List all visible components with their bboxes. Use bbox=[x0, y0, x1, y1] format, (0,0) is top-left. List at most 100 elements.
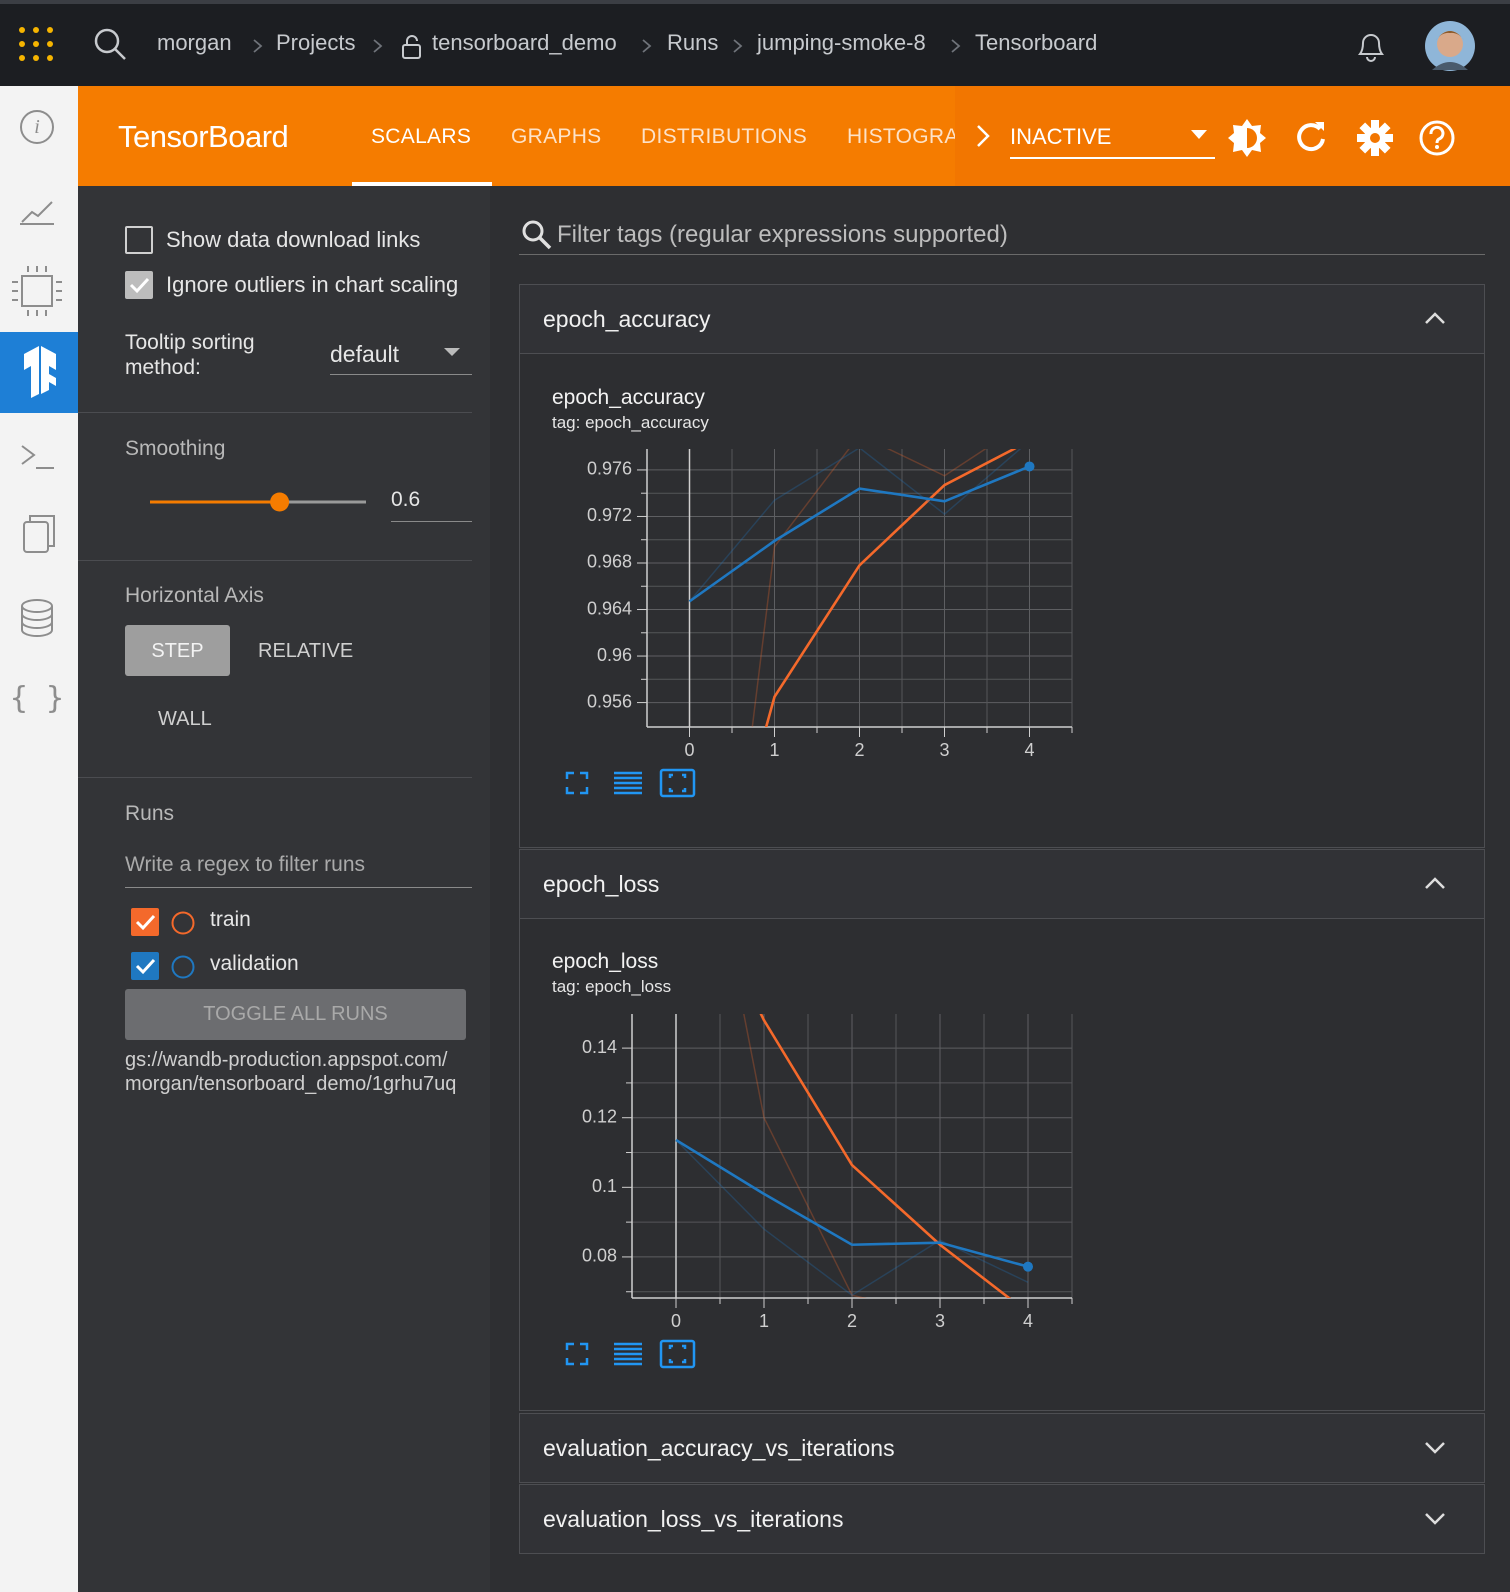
check-mark bbox=[135, 958, 156, 975]
expand-icon[interactable] bbox=[1422, 1508, 1448, 1528]
dropdown-arrow[interactable] bbox=[444, 348, 460, 358]
run-name: train bbox=[210, 908, 251, 931]
divider bbox=[78, 777, 472, 778]
checkbox[interactable] bbox=[125, 226, 153, 254]
card bbox=[519, 849, 1485, 1411]
y-tick-label: 0.956 bbox=[587, 691, 632, 711]
fullscreen-icon[interactable] bbox=[565, 1342, 589, 1366]
smoothed-line bbox=[764, 449, 1017, 727]
fullscreen-icon[interactable] bbox=[565, 771, 589, 795]
run-status[interactable]: INACTIVE bbox=[1010, 124, 1112, 149]
smoothing-slider[interactable] bbox=[140, 485, 380, 519]
breadcrumb-item[interactable]: morgan bbox=[157, 30, 232, 55]
fit-icon[interactable] bbox=[659, 768, 696, 798]
avatar[interactable] bbox=[1424, 20, 1476, 72]
run-checkbox[interactable] bbox=[131, 908, 159, 936]
rail-active[interactable] bbox=[0, 332, 78, 413]
help-icon[interactable] bbox=[1417, 118, 1457, 158]
breadcrumb-item[interactable]: Runs bbox=[667, 30, 719, 55]
top-bar bbox=[0, 0, 1510, 86]
rail-icons: i { } bbox=[10, 110, 64, 716]
toggle-button[interactable] bbox=[125, 989, 466, 1040]
run-color-circle bbox=[171, 955, 195, 979]
left-rail: i { } bbox=[0, 86, 78, 1592]
collapse-icon[interactable] bbox=[1422, 873, 1448, 893]
tab[interactable]: SCALARS bbox=[371, 125, 472, 148]
checkbox-checked[interactable] bbox=[125, 271, 153, 299]
section-title[interactable]: evaluation_accuracy_vs_iterations bbox=[543, 1435, 895, 1461]
card-header[interactable] bbox=[519, 849, 1485, 919]
axis-option[interactable]: WALL bbox=[158, 708, 212, 730]
x-tick-label: 3 bbox=[935, 1311, 945, 1331]
axis-button-active[interactable] bbox=[125, 625, 230, 676]
filter-icon bbox=[522, 220, 552, 250]
breadcrumb-separator bbox=[253, 39, 263, 53]
axis-option[interactable]: STEP bbox=[151, 640, 204, 662]
search-icon[interactable] bbox=[92, 26, 128, 62]
status-underline bbox=[1010, 157, 1215, 159]
plot-area bbox=[675, 1014, 1033, 1298]
x-tick-label: 0 bbox=[684, 740, 694, 760]
card-header[interactable] bbox=[519, 1413, 1485, 1483]
run-color bbox=[171, 955, 195, 979]
card bbox=[519, 284, 1485, 848]
smoothing-label: Smoothing bbox=[125, 437, 226, 460]
raw-line bbox=[743, 1014, 867, 1298]
chevron[interactable] bbox=[973, 122, 993, 150]
tab[interactable]: HISTOGRAMS bbox=[847, 125, 955, 148]
tooltip-label: Tooltip sorting method: bbox=[125, 331, 255, 379]
slider-thumb[interactable] bbox=[270, 492, 290, 512]
section-title[interactable]: epoch_accuracy bbox=[543, 306, 711, 332]
filter-underline bbox=[125, 887, 472, 888]
apps-icon[interactable] bbox=[16, 24, 60, 68]
dropdown-arrow[interactable] bbox=[1191, 130, 1207, 140]
y-tick-label: 0.976 bbox=[587, 459, 632, 479]
axis-label: Horizontal Axis bbox=[125, 584, 264, 607]
x-tick-label: 1 bbox=[759, 1311, 769, 1331]
expand-icon[interactable] bbox=[1422, 1437, 1448, 1457]
settings-icon[interactable] bbox=[1353, 116, 1397, 160]
check bbox=[129, 277, 150, 294]
tab-strip: SCALARS GRAPHS DISTRIBUTIONS HISTOGRAMS bbox=[78, 86, 955, 186]
raw-line bbox=[675, 1139, 1029, 1297]
card-header[interactable] bbox=[519, 1484, 1485, 1554]
reload-icon[interactable] bbox=[1291, 118, 1331, 158]
lines-icon[interactable] bbox=[614, 771, 642, 795]
last-point bbox=[1024, 461, 1035, 472]
header-right: INACTIVE bbox=[955, 86, 1510, 186]
breadcrumb-item[interactable]: Tensorboard bbox=[975, 30, 1098, 55]
select-underline bbox=[330, 374, 472, 375]
run-checkbox[interactable] bbox=[131, 952, 159, 980]
smoothed-line bbox=[759, 1014, 1012, 1298]
divider bbox=[78, 412, 472, 413]
section-title[interactable]: epoch_loss bbox=[543, 871, 660, 897]
theme-icon[interactable] bbox=[1225, 116, 1269, 160]
toggle-label[interactable]: TOGGLE ALL RUNS bbox=[203, 1003, 388, 1025]
filter-underline bbox=[519, 254, 1485, 255]
run-name: validation bbox=[210, 952, 299, 975]
section-title[interactable]: evaluation_loss_vs_iterations bbox=[543, 1506, 844, 1532]
breadcrumb-separator bbox=[373, 39, 383, 53]
breadcrumb-item[interactable]: tensorboard_demo bbox=[432, 30, 617, 55]
smoothing-value[interactable]: 0.6 bbox=[391, 488, 421, 511]
raw-line bbox=[751, 449, 987, 727]
filter-input[interactable]: Filter tags (regular expressions support… bbox=[557, 221, 1008, 248]
tab[interactable]: DISTRIBUTIONS bbox=[641, 125, 808, 148]
breadcrumb-item[interactable]: Projects bbox=[276, 30, 356, 55]
runs-filter[interactable]: Write a regex to filter runs bbox=[125, 853, 366, 876]
breadcrumb-item[interactable]: jumping-smoke-8 bbox=[757, 30, 926, 55]
lines-icon[interactable] bbox=[614, 1342, 642, 1366]
collapse-icon[interactable] bbox=[1422, 308, 1448, 328]
chart-subtitle: tag: epoch_accuracy bbox=[552, 413, 709, 432]
axis-option[interactable]: RELATIVE bbox=[258, 640, 354, 662]
fit-icon[interactable] bbox=[659, 1339, 696, 1369]
bell-icon[interactable] bbox=[1354, 28, 1388, 64]
tf-icon bbox=[24, 346, 56, 398]
tab[interactable]: GRAPHS bbox=[511, 125, 602, 148]
fit-icon-inner bbox=[668, 773, 687, 793]
card-header[interactable] bbox=[519, 284, 1485, 354]
tooltip-select[interactable]: default bbox=[330, 341, 400, 367]
smoothed-line bbox=[675, 1138, 1029, 1268]
chart-title: epoch_accuracy bbox=[552, 386, 705, 409]
x-tick-label: 3 bbox=[939, 740, 949, 760]
